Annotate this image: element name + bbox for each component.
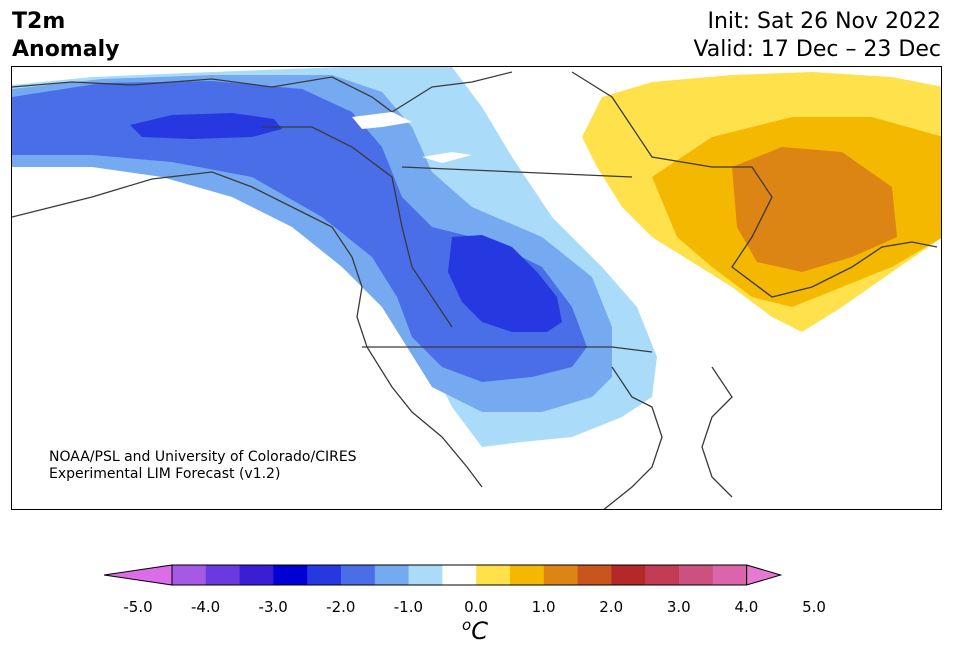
ice-patch-1 — [352, 112, 412, 129]
colorbar-segment — [374, 565, 410, 585]
colorbar-segment — [307, 565, 342, 585]
colorbar-outline — [171, 564, 748, 586]
ice-patch-2 — [422, 152, 472, 163]
colorbar-segment — [679, 565, 714, 585]
colorbar-segment — [273, 565, 308, 585]
colorbar-segment — [476, 565, 511, 585]
colorbar-tick-label: 1.0 — [531, 598, 556, 616]
unit-base: C — [471, 617, 488, 645]
forecast-dates: Init: Sat 26 Nov 2022 Valid: 17 Dec – 23… — [693, 8, 941, 64]
map-title: T2m Anomaly — [12, 8, 119, 64]
anomaly-region-deep-blue-central — [448, 235, 562, 332]
colorbar-tick-label: -1.0 — [393, 598, 424, 616]
colorbar-segment — [408, 565, 443, 585]
credit-line-1: NOAA/PSL and University of Colorado/CIRE… — [49, 449, 357, 465]
colorbar-tick-label: 3.0 — [666, 598, 691, 616]
colorbar-tick-label: -4.0 — [190, 598, 221, 616]
colorbar-unit: oC — [462, 616, 488, 645]
anomaly-region-deep-blue-north — [130, 113, 282, 139]
init-date: Init: Sat 26 Nov 2022 — [707, 9, 941, 34]
colorbar-tick-label: -2.0 — [326, 598, 356, 616]
colorbar-segment — [239, 565, 274, 585]
colorbar-segment — [442, 565, 477, 585]
colorbar-segment — [205, 565, 241, 585]
credit-text: NOAA/PSL and University of Colorado/CIRE… — [49, 449, 357, 483]
anomaly-region-blue — [12, 81, 587, 382]
colorbar-extend-low — [104, 564, 173, 586]
anomaly-region-orange — [732, 147, 897, 272]
coastlines — [12, 71, 938, 509]
colorbar-segment — [645, 565, 680, 585]
map-svg — [12, 67, 941, 509]
credit-line-2: Experimental LIM Forecast (v1.2) — [49, 466, 281, 482]
valid-date: Valid: 17 Dec – 23 Dec — [693, 37, 941, 62]
anomaly-map — [11, 66, 942, 510]
colorbar-segment — [341, 565, 376, 585]
title-line-2: Anomaly — [12, 37, 120, 62]
colorbar-tick-label: 2.0 — [599, 598, 624, 616]
colorbar-segment — [712, 565, 748, 585]
colorbar-tick-label: -3.0 — [258, 598, 288, 616]
colorbar — [104, 564, 783, 586]
colorbar-tick-label: 0.0 — [464, 598, 488, 616]
colorbar-segment — [510, 565, 545, 585]
colorbar-tick-label: 4.0 — [734, 598, 759, 616]
colorbar-segment — [611, 565, 646, 585]
colorbar-tick-label: -5.0 — [123, 598, 153, 616]
title-line-1: T2m — [12, 9, 66, 34]
colorbar-segment — [172, 565, 207, 585]
colorbar-segment — [577, 565, 612, 585]
colorbar-tick-label: 5.0 — [802, 598, 826, 616]
unit-degree: o — [462, 616, 472, 634]
colorbar-extend-high — [746, 564, 783, 586]
colorbar-segment — [543, 565, 579, 585]
